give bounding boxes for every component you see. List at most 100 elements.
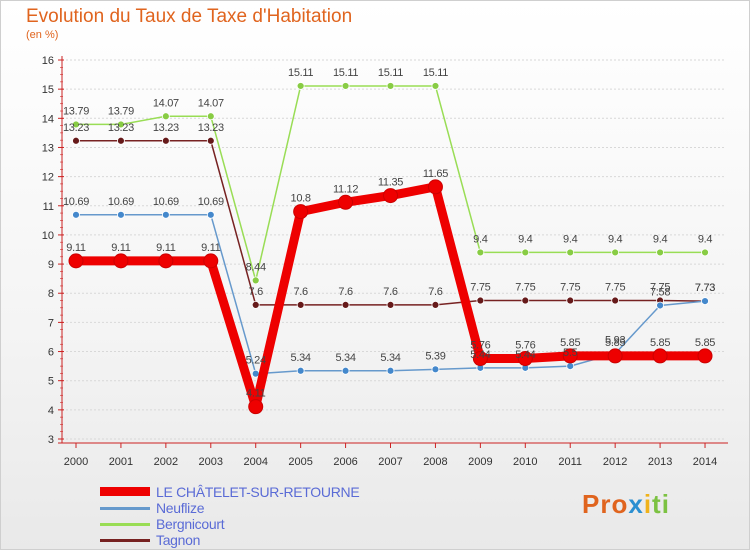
y-tick-label: 16 <box>42 55 54 67</box>
logo-part: Pro <box>582 489 629 519</box>
data-label: 5.39 <box>425 350 445 362</box>
data-label: 5.34 <box>335 352 355 364</box>
data-point <box>607 348 623 364</box>
y-tick-label: 13 <box>42 142 54 154</box>
data-point <box>517 351 533 367</box>
proxiti-logo: Proxiti <box>582 489 670 520</box>
x-tick-label: 2009 <box>468 456 492 468</box>
data-point <box>386 366 395 375</box>
data-label: 7.75 <box>470 282 490 294</box>
data-label: 5.85 <box>605 337 625 349</box>
legend-item-tagnon: Tagnon <box>100 532 430 548</box>
data-point <box>72 136 80 145</box>
y-tick-label: 12 <box>42 172 54 184</box>
data-label: 13.23 <box>63 122 89 134</box>
data-label: 13.23 <box>198 122 224 134</box>
data-label: 7.75 <box>650 282 670 294</box>
x-tick-label: 2014 <box>693 456 717 468</box>
data-point <box>566 362 575 371</box>
y-tick-label: 10 <box>42 230 54 242</box>
data-point <box>341 300 350 309</box>
data-point <box>383 188 399 204</box>
data-label: 5.34 <box>291 352 311 364</box>
x-tick-label: 2011 <box>558 456 582 468</box>
data-point <box>472 351 488 367</box>
data-point <box>697 348 713 364</box>
data-point <box>476 296 485 305</box>
data-label: 13.23 <box>108 122 134 134</box>
data-label: 9.4 <box>518 233 533 245</box>
legend-swatch <box>100 523 150 526</box>
data-label: 15.11 <box>423 67 448 79</box>
data-label: 7.75 <box>560 282 580 294</box>
data-label: 5.93 <box>605 335 625 347</box>
data-label: 7.75 <box>515 282 535 294</box>
data-point <box>251 276 260 285</box>
legend-label: Neuflize <box>156 500 205 516</box>
legend-swatch <box>100 539 150 542</box>
x-tick-label: 2007 <box>378 456 402 468</box>
data-point <box>203 253 219 269</box>
data-point <box>117 136 125 145</box>
y-tick-label: 15 <box>42 84 54 96</box>
data-label: 9.4 <box>608 233 623 245</box>
legend-item-neuflize: Neuflize <box>100 500 430 516</box>
data-point <box>431 365 440 374</box>
y-tick-label: 4 <box>48 405 54 417</box>
x-tick-label: 2000 <box>64 456 88 468</box>
data-label: 9.11 <box>156 242 176 254</box>
data-point <box>158 253 174 269</box>
data-label: 15.11 <box>288 67 313 79</box>
data-label: 7.6 <box>338 286 353 298</box>
data-point <box>652 348 668 364</box>
data-point <box>476 248 485 257</box>
x-tick-label: 2013 <box>648 456 672 468</box>
data-point <box>117 210 125 219</box>
data-point <box>386 300 395 309</box>
data-point <box>161 112 170 121</box>
data-label: 7.6 <box>293 286 308 298</box>
data-point <box>117 120 125 129</box>
data-label: 14.07 <box>198 97 224 109</box>
data-label: 13.23 <box>153 122 179 134</box>
data-label: 11.35 <box>378 177 403 189</box>
data-label: 9.11 <box>111 242 131 254</box>
y-tick-label: 7 <box>48 317 54 329</box>
data-label: 15.11 <box>333 67 358 79</box>
y-tick-label: 5 <box>48 376 54 388</box>
data-point <box>338 194 354 210</box>
legend-swatch <box>100 487 150 496</box>
y-tick-label: 6 <box>48 347 54 359</box>
logo-part: i <box>643 489 653 519</box>
data-point <box>113 253 129 269</box>
data-point <box>296 366 305 375</box>
data-label: 7.73 <box>695 282 715 294</box>
data-label: 5.76 <box>470 340 490 352</box>
data-point <box>72 120 80 129</box>
data-label: 10.69 <box>63 196 89 208</box>
data-point <box>161 136 170 145</box>
data-label: 10.8 <box>291 193 311 205</box>
y-tick-label: 8 <box>48 288 54 300</box>
data-label: 5.24 <box>246 355 266 367</box>
data-label: 9.4 <box>473 233 488 245</box>
data-label: 9.11 <box>66 242 86 254</box>
data-point <box>296 82 305 90</box>
x-tick-label: 2001 <box>109 456 133 468</box>
data-label: 5.85 <box>560 337 580 349</box>
data-label: 13.79 <box>63 105 89 117</box>
data-label: 5.44 <box>515 349 535 361</box>
data-point <box>206 210 215 219</box>
data-label: 9.4 <box>653 233 668 245</box>
data-point <box>341 366 350 375</box>
legend: LE CHÂTELET-SUR-RETOURNE Neuflize Bergni… <box>100 484 430 548</box>
data-point <box>611 296 620 305</box>
y-tick-label: 14 <box>42 113 54 125</box>
data-point <box>656 301 664 310</box>
data-point <box>431 300 440 309</box>
data-label: 7.6 <box>383 286 398 298</box>
data-label: 5.34 <box>380 352 400 364</box>
chart-title: Evolution du Taux de Taxe d'Habitation <box>26 6 353 27</box>
data-point <box>206 112 215 121</box>
